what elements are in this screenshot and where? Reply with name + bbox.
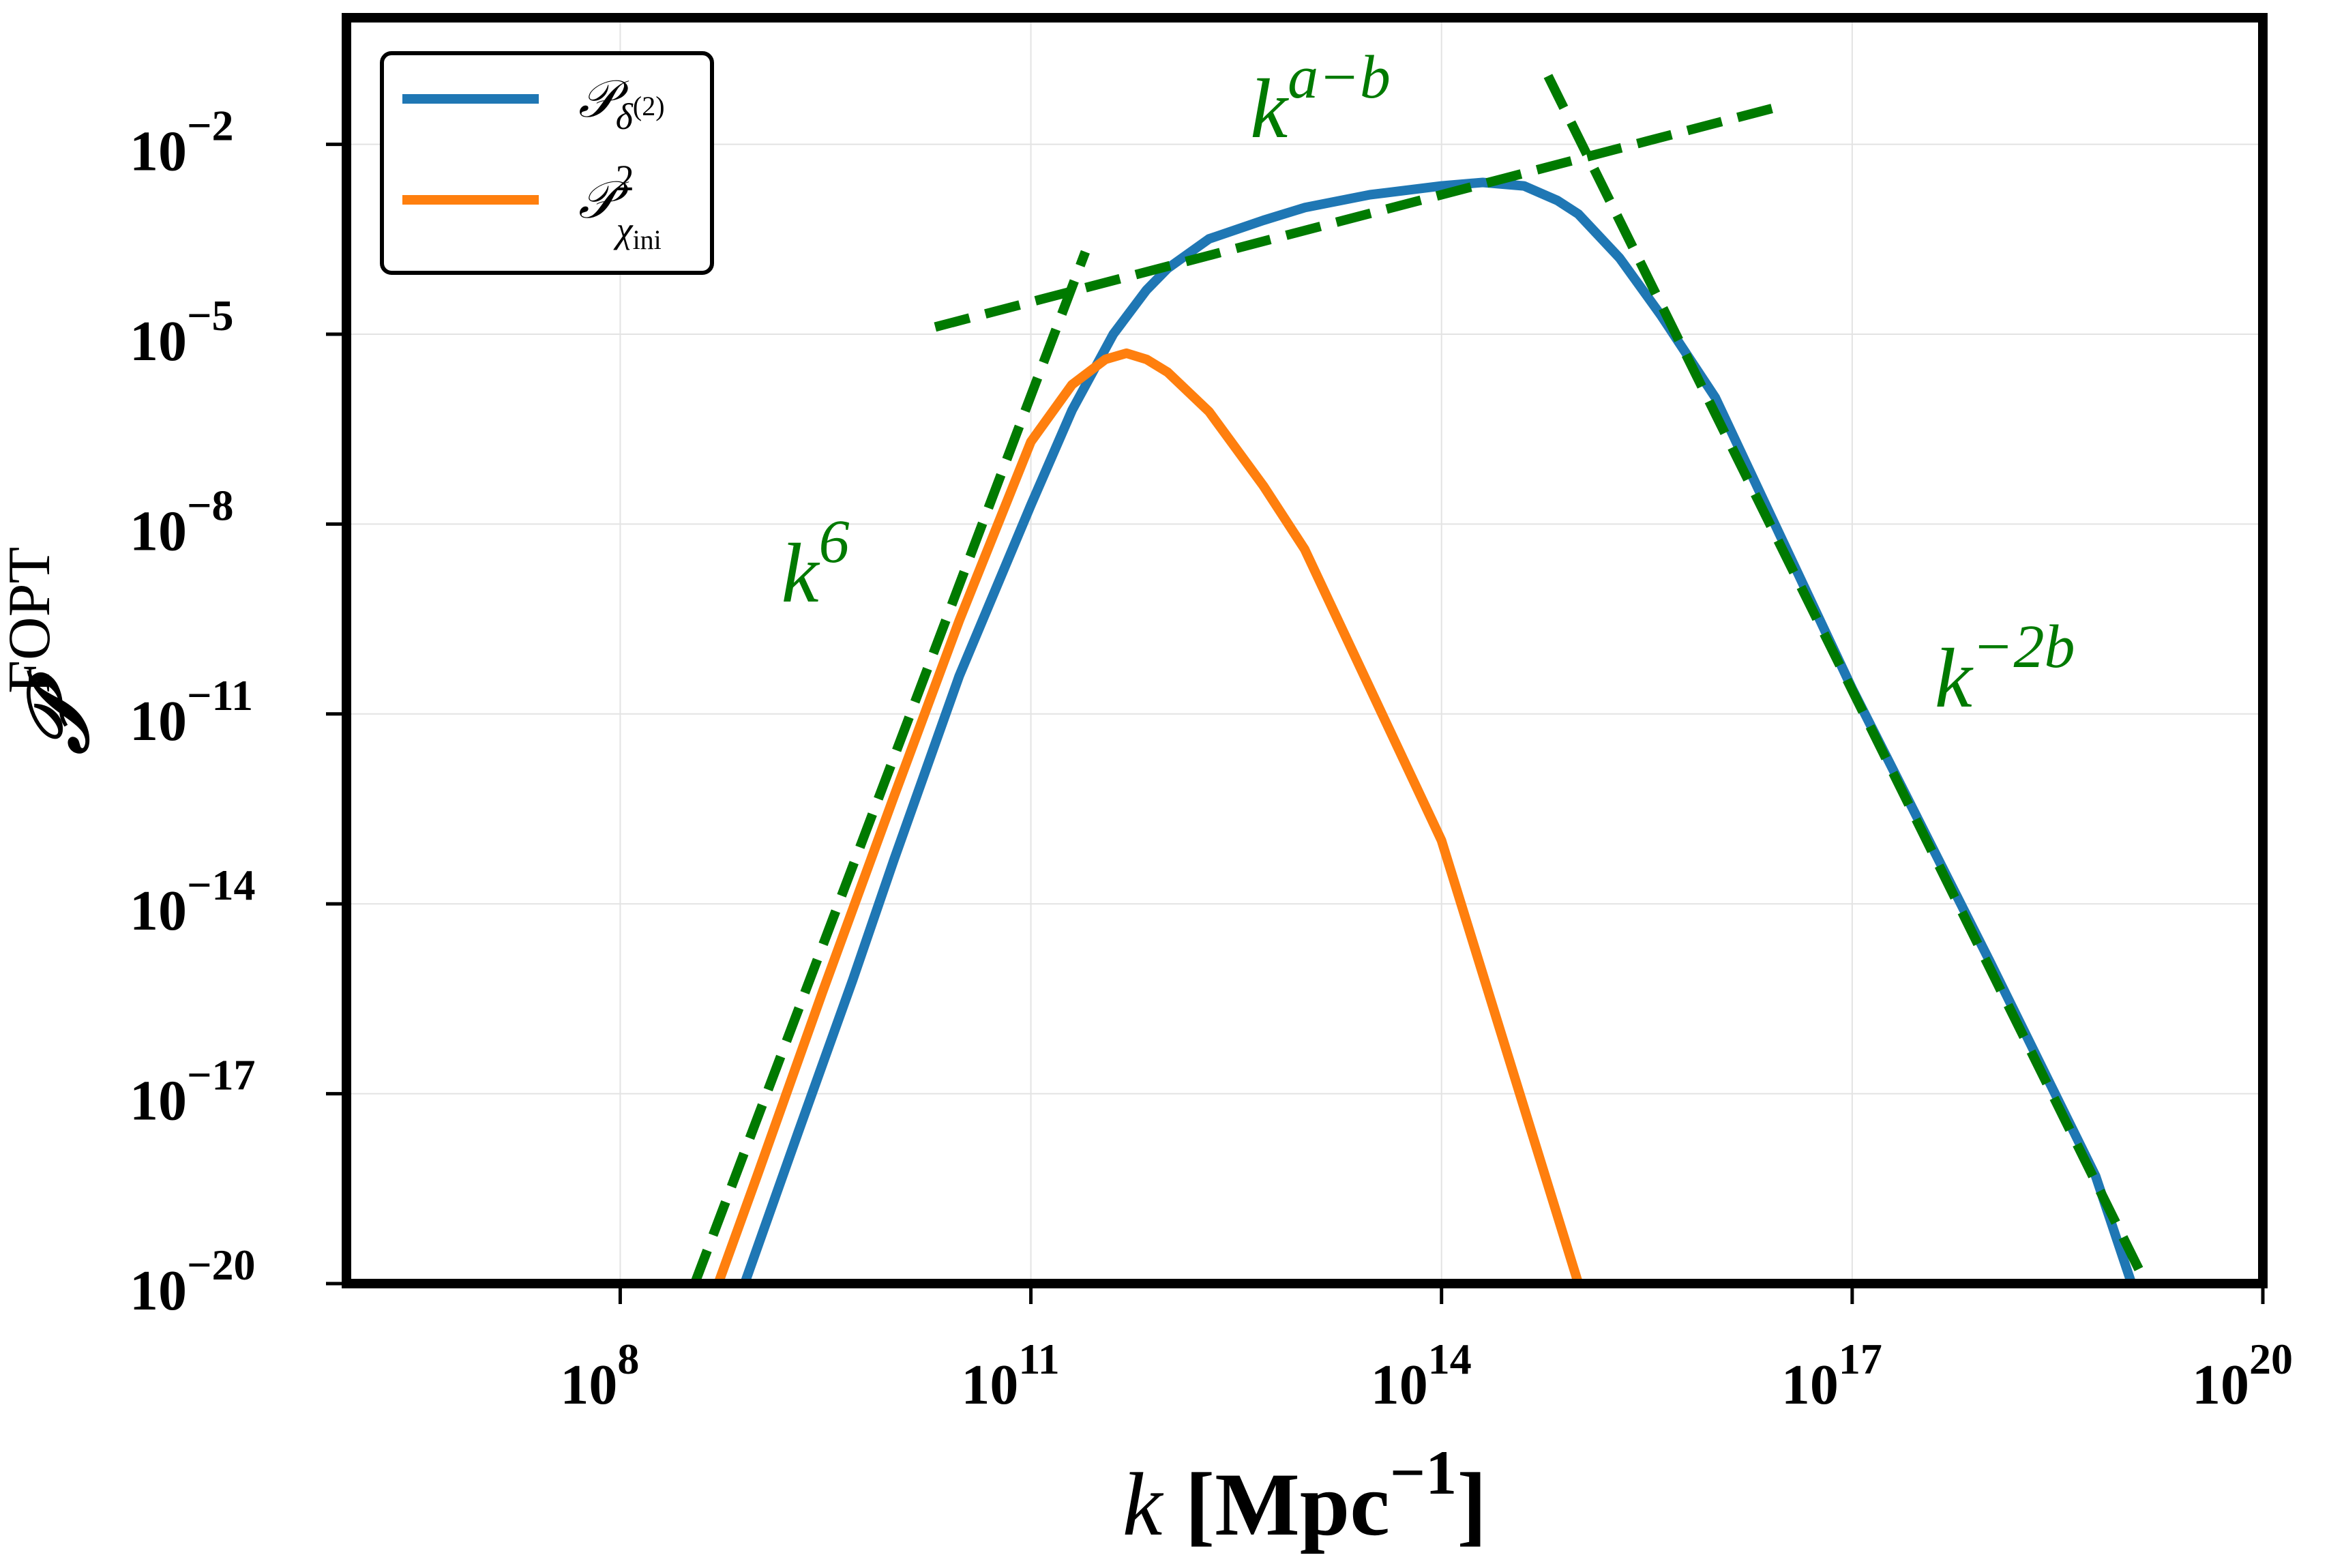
plot-data bbox=[690, 74, 2150, 1284]
y-tick-label: 10−8 bbox=[130, 481, 233, 563]
x-tick-label: 1011 bbox=[961, 1335, 1059, 1417]
y-tick-label: 10−2 bbox=[130, 102, 233, 183]
series-line-0 bbox=[739, 177, 2137, 1284]
x-tick-label: 1020 bbox=[2192, 1335, 2293, 1417]
y-tick-label: 10−14 bbox=[130, 861, 255, 943]
asymptote-label-2: k−2b bbox=[1935, 613, 2075, 725]
series-line-1 bbox=[713, 348, 1584, 1284]
y-tick-label: 10−17 bbox=[130, 1051, 255, 1133]
asymptote-label-1: ka−b bbox=[1250, 44, 1391, 156]
y-tick-label: 10−5 bbox=[130, 291, 233, 373]
plot-frame bbox=[342, 13, 2268, 1288]
legend-box bbox=[380, 51, 714, 275]
y-tick-label: 10−11 bbox=[130, 671, 253, 753]
ticks: 108 1011 1014 1017 1020 10−2 10−5 10−8 10−11 10−1… bbox=[130, 102, 2293, 1417]
x-tick-label: 108 bbox=[560, 1335, 639, 1417]
asymptote-labels: k6 ka−b k−2b bbox=[781, 44, 2075, 725]
asymptote-label-0: k6 bbox=[781, 508, 849, 620]
y-tick-label: 10−20 bbox=[130, 1241, 255, 1322]
legend: 𝒫δ(2)𝒫2 χini bbox=[380, 51, 714, 275]
y-axis-title: 𝒫FOPT bbox=[0, 547, 106, 755]
x-tick-label: 1017 bbox=[1781, 1335, 1882, 1417]
asymptote-line-0 bbox=[690, 250, 1090, 1284]
asymptote-line-1 bbox=[934, 101, 1782, 332]
x-tick-label: 1014 bbox=[1371, 1335, 1472, 1417]
x-axis-title: k [Mpc−1] bbox=[1123, 1438, 1487, 1554]
asymptote-line-2 bbox=[1543, 74, 2150, 1284]
